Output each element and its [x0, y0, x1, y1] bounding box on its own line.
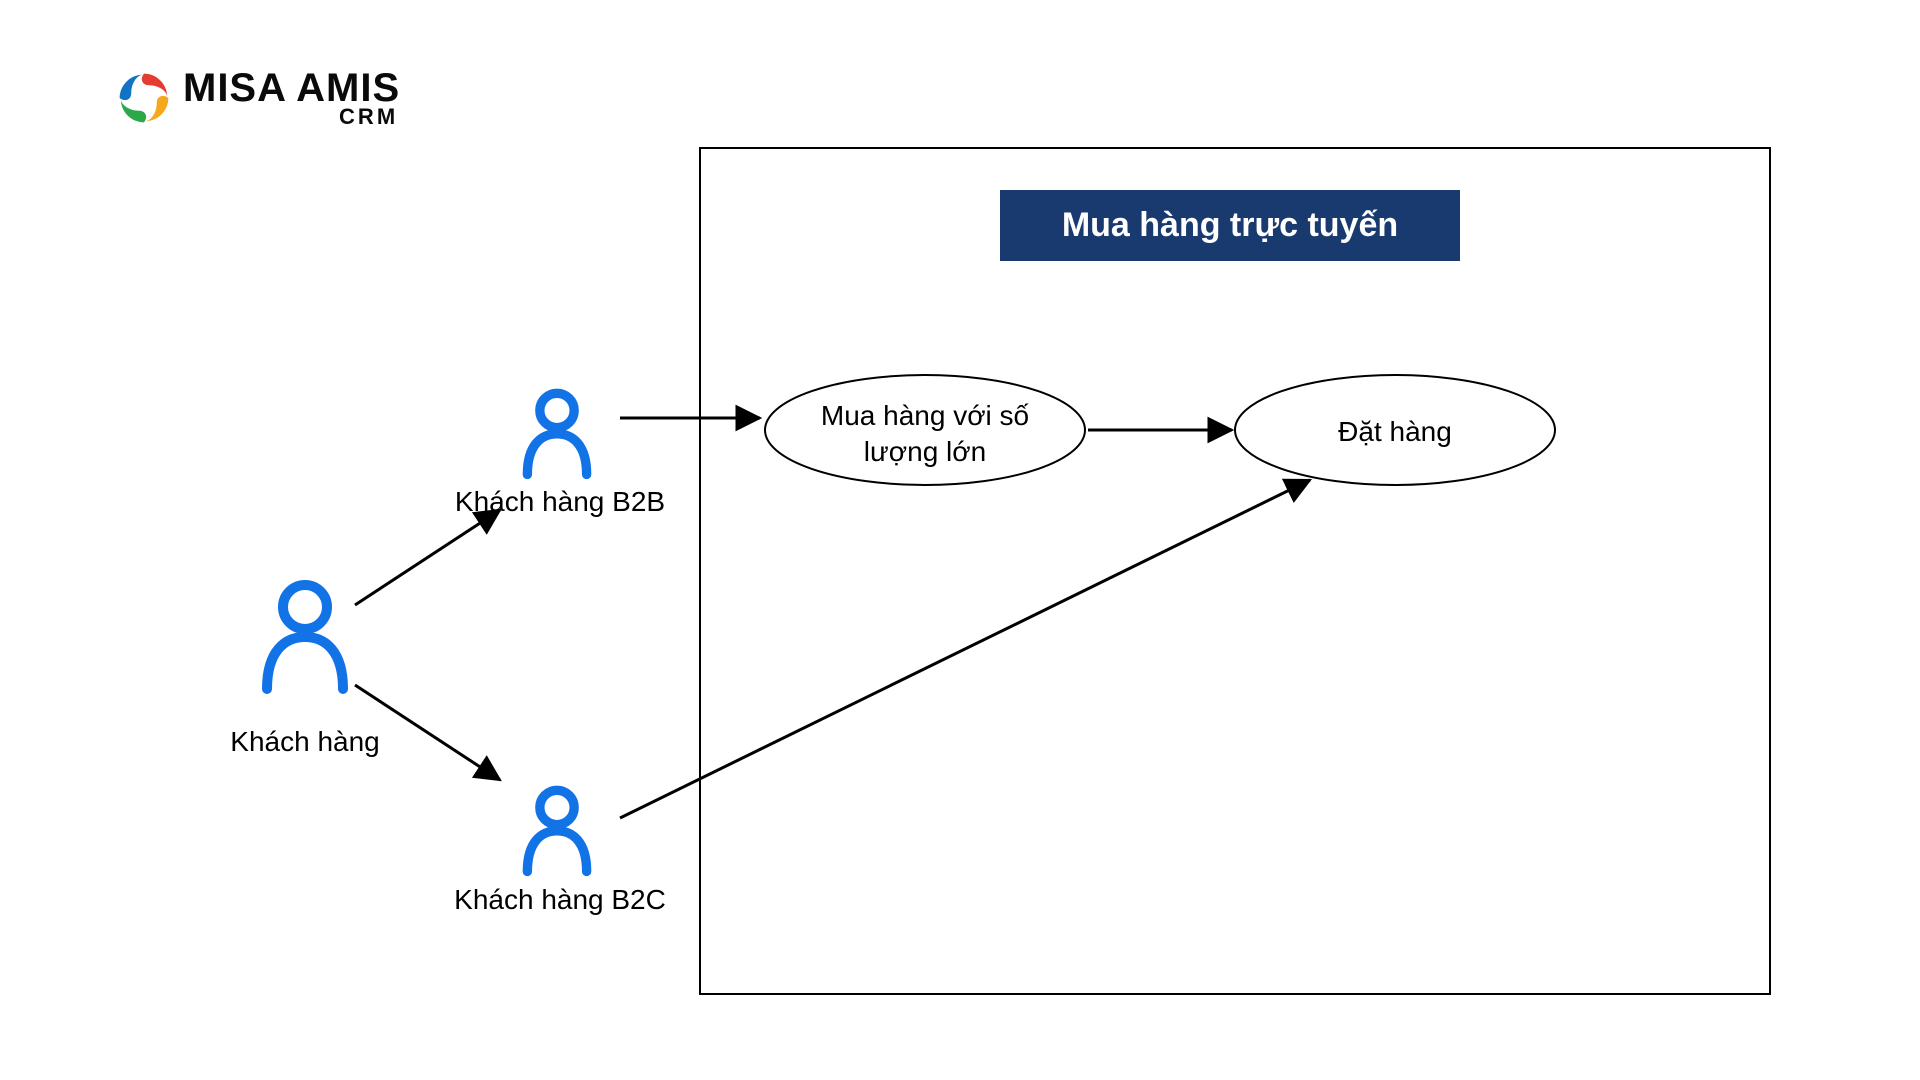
- edge-b2c-order: [620, 480, 1310, 818]
- system-title: Mua hàng trực tuyến: [1000, 190, 1460, 261]
- usecase-order-label: Đặt hàng: [1295, 414, 1495, 450]
- usecase-bulk-label: Mua hàng với số lượng lớn: [795, 398, 1055, 471]
- system-boundary: [700, 148, 1770, 994]
- actor-b2c-label: Khách hàng B2C: [450, 884, 670, 916]
- actor-b2b-icon: [527, 393, 586, 474]
- actor-customer-label: Khách hàng: [225, 726, 385, 758]
- diagram-canvas: [0, 0, 1920, 1080]
- usecase-bulk-label-line1: Mua hàng với số: [821, 400, 1029, 431]
- usecase-bulk-label-line2: lượng lớn: [864, 436, 986, 467]
- actor-customer-icon: [267, 585, 343, 689]
- system-title-text: Mua hàng trực tuyến: [1062, 206, 1398, 244]
- actor-b2b-label: Khách hàng B2B: [450, 486, 670, 518]
- edge-root-b2b: [355, 510, 500, 605]
- actor-b2c-icon: [527, 790, 586, 871]
- diagram-stage: MISA AMIS CRM: [0, 0, 1920, 1080]
